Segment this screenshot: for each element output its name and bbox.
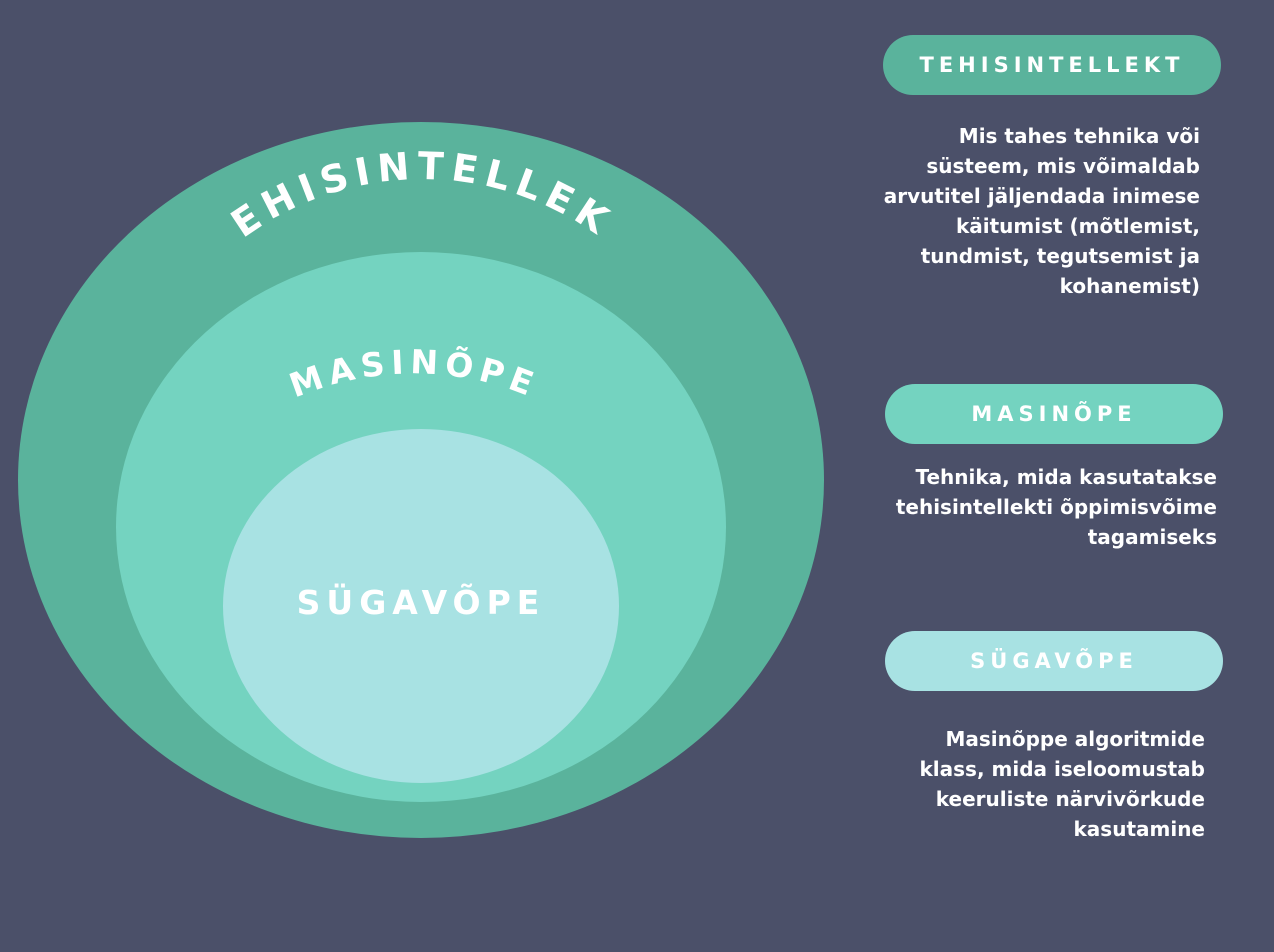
dl-description: Masinõppe algoritmide klass, mida iseloo… [919,727,1205,841]
nested-ai-diagram: TEHISINTELLEKT MASINÕPE SÜGAVÕPE [0,0,824,838]
ai-title: TEHISINTELLEKT [919,53,1185,77]
ai-title-pill: TEHISINTELLEKT [883,35,1221,95]
ml-title: MASINÕPE [971,402,1137,426]
dl-ring-label: SÜGAVÕPE [297,582,546,622]
ml-description: Tehnika, mida kasutatakse tehisintellekt… [895,465,1217,549]
ai-description: Mis tahes tehnika või süsteem, mis võima… [883,124,1200,298]
ml-title-pill: MASINÕPE [885,384,1223,444]
dl-ellipse [223,429,619,783]
dl-title: SÜGAVÕPE [970,649,1138,673]
dl-title-pill: SÜGAVÕPE [885,631,1223,691]
